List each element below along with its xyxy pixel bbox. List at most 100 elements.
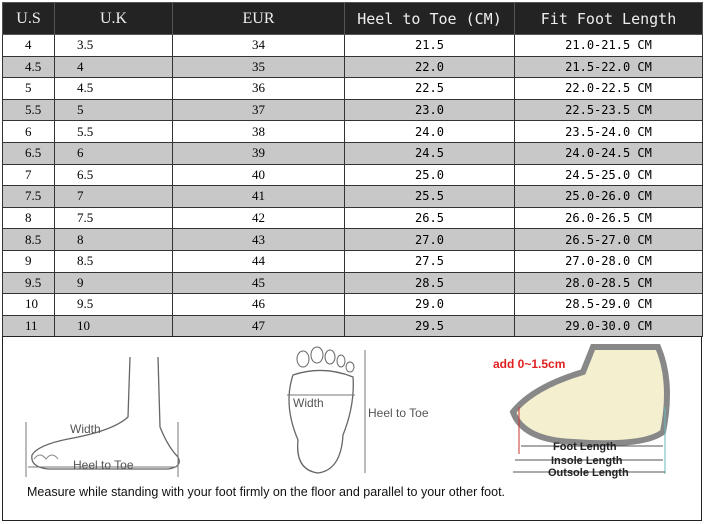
table-cell: 27.0 <box>344 228 515 251</box>
table-cell: 8.5 <box>54 249 173 273</box>
table-cell: 43 <box>172 228 345 251</box>
sole-illustration: Width Heel to Toe <box>287 346 429 474</box>
table-cell: 27.0-28.0 CM <box>514 249 703 273</box>
table-row: 6 5.5 38 24.0 23.5-24.0 CM <box>2 120 703 143</box>
table-cell: 29.0-30.0 CM <box>514 314 703 338</box>
table-cell: 22.0 <box>344 55 515 79</box>
table-cell: 6 <box>2 120 55 143</box>
table-cell: 9 <box>2 249 55 273</box>
outsole-length-label: Outsole Length <box>548 467 629 479</box>
table-cell: 41 <box>172 185 345 208</box>
table-cell: 28.5-29.0 CM <box>514 293 703 316</box>
sole-width-label: Width <box>293 396 324 410</box>
column-header: EUR <box>172 2 345 35</box>
shoe-illustration: add 0~1.5cm Foot Length Insole Length Ou… <box>493 344 670 479</box>
table-cell: 25.0-26.0 CM <box>514 185 703 208</box>
table-cell: 24.0-24.5 CM <box>514 141 703 165</box>
table-row: 7 6.5 40 25.0 24.5-25.0 CM <box>2 163 703 187</box>
table-cell: 9.5 <box>2 271 55 295</box>
table-cell: 26.5 <box>344 206 515 230</box>
table-cell: 23.5-24.0 CM <box>514 120 703 143</box>
table-cell: 5.5 <box>2 98 55 122</box>
table-cell: 45 <box>172 271 345 295</box>
table-row: 9.5 9 45 28.5 28.0-28.5 CM <box>2 271 703 295</box>
table-row: 8.5 8 43 27.0 26.5-27.0 CM <box>2 228 703 251</box>
table-cell: 36 <box>172 77 345 100</box>
table-cell: 6.5 <box>54 163 173 187</box>
column-header: U.S <box>2 2 55 35</box>
table-row: 9 8.5 44 27.5 27.0-28.0 CM <box>2 249 703 273</box>
add-allowance-label: add 0~1.5cm <box>493 357 565 371</box>
table-cell: 5.5 <box>54 120 173 143</box>
table-cell: 7 <box>2 163 55 187</box>
table-cell: 8 <box>54 228 173 251</box>
table-cell: 28.0-28.5 CM <box>514 271 703 295</box>
table-row: 4 3.5 34 21.5 21.0-21.5 CM <box>2 34 703 57</box>
table-cell: 29.0 <box>344 293 515 316</box>
sole-heel-to-toe-label: Heel to Toe <box>368 406 429 420</box>
table-cell: 38 <box>172 120 345 143</box>
measurement-guide: Width Heel to Toe Width Heel to Toe add … <box>2 336 702 521</box>
table-cell: 8 <box>2 206 55 230</box>
width-label: Width <box>70 422 101 436</box>
table-cell: 35 <box>172 55 345 79</box>
table-cell: 21.0-21.5 CM <box>514 34 703 57</box>
table-row: 4.5 4 35 22.0 21.5-22.0 CM <box>2 55 703 79</box>
table-cell: 22.5 <box>344 77 515 100</box>
table-cell: 26.0-26.5 CM <box>514 206 703 230</box>
table-row: 5.5 5 37 23.0 22.5-23.5 CM <box>2 98 703 122</box>
table-cell: 21.5-22.0 CM <box>514 55 703 79</box>
table-cell: 10 <box>2 293 55 316</box>
heel-to-toe-label: Heel to Toe <box>73 458 134 472</box>
table-row: 8 7.5 42 26.5 26.0-26.5 CM <box>2 206 703 230</box>
table-cell: 24.0 <box>344 120 515 143</box>
table-cell: 28.5 <box>344 271 515 295</box>
table-cell: 24.5-25.0 CM <box>514 163 703 187</box>
table-cell: 29.5 <box>344 314 515 338</box>
insole-length-label: Insole Length <box>551 455 623 467</box>
table-row: 5 4.5 36 22.5 22.0-22.5 CM <box>2 77 703 100</box>
table-cell: 7.5 <box>54 206 173 230</box>
table-cell: 6 <box>54 141 173 165</box>
table-cell: 5 <box>54 98 173 122</box>
foot-length-label: Foot Length <box>553 441 617 453</box>
side-foot-illustration: Width Heel to Toe <box>25 356 180 477</box>
table-row: 7.5 7 41 25.5 25.0-26.0 CM <box>2 185 703 208</box>
table-cell: 46 <box>172 293 345 316</box>
table-cell: 21.5 <box>344 34 515 57</box>
table-cell: 27.5 <box>344 249 515 273</box>
table-cell: 4 <box>2 34 55 57</box>
table-cell: 47 <box>172 314 345 338</box>
column-header: Fit Foot Length <box>514 2 703 35</box>
table-cell: 25.0 <box>344 163 515 187</box>
table-cell: 3.5 <box>54 34 173 57</box>
table-cell: 6.5 <box>2 141 55 165</box>
table-cell: 42 <box>172 206 345 230</box>
table-cell: 10 <box>54 314 173 338</box>
table-cell: 44 <box>172 249 345 273</box>
size-chart-table: U.S U.K EUR Heel to Toe (CM) Fit Foot Length… <box>2 2 703 338</box>
table-cell: 9 <box>54 271 173 295</box>
column-header: Heel to Toe (CM) <box>344 2 515 35</box>
table-cell: 11 <box>2 314 55 338</box>
table-cell: 9.5 <box>54 293 173 316</box>
table-cell: 23.0 <box>344 98 515 122</box>
table-cell: 22.0-22.5 CM <box>514 77 703 100</box>
table-cell: 7 <box>54 185 173 208</box>
table-cell: 7.5 <box>2 185 55 208</box>
table-cell: 4.5 <box>54 77 173 100</box>
table-cell: 8.5 <box>2 228 55 251</box>
measurement-note: Measure while standing with your foot fi… <box>27 485 506 499</box>
table-cell: 40 <box>172 163 345 187</box>
table-cell: 5 <box>2 77 55 100</box>
table-row: 6.5 6 39 24.5 24.0-24.5 CM <box>2 141 703 165</box>
table-row: 11 10 47 29.5 29.0-30.0 CM <box>2 314 703 338</box>
table-cell: 39 <box>172 141 345 165</box>
table-cell: 37 <box>172 98 345 122</box>
column-header: U.K <box>54 2 173 35</box>
table-cell: 34 <box>172 34 345 57</box>
table-cell: 24.5 <box>344 141 515 165</box>
table-cell: 4 <box>54 55 173 79</box>
table-cell: 22.5-23.5 CM <box>514 98 703 122</box>
table-cell: 4.5 <box>2 55 55 79</box>
